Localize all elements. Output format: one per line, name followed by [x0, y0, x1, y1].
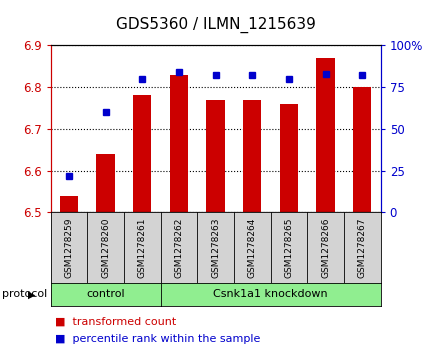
Text: GSM1278263: GSM1278263 — [211, 217, 220, 278]
Text: GSM1278264: GSM1278264 — [248, 217, 257, 278]
Text: GDS5360 / ILMN_1215639: GDS5360 / ILMN_1215639 — [116, 16, 315, 33]
Bar — [243, 100, 261, 212]
Text: GSM1278261: GSM1278261 — [138, 217, 147, 278]
Text: GSM1278259: GSM1278259 — [64, 217, 73, 278]
Text: GSM1278267: GSM1278267 — [358, 217, 367, 278]
Text: ■  transformed count: ■ transformed count — [55, 317, 176, 327]
Bar — [280, 104, 298, 212]
Text: Csnk1a1 knockdown: Csnk1a1 knockdown — [213, 289, 328, 299]
Text: ■  percentile rank within the sample: ■ percentile rank within the sample — [55, 334, 260, 344]
Bar — [316, 58, 335, 212]
Bar — [60, 196, 78, 212]
Bar — [133, 95, 151, 212]
Text: GSM1278266: GSM1278266 — [321, 217, 330, 278]
Text: protocol: protocol — [2, 289, 48, 299]
Text: ▶: ▶ — [28, 289, 36, 299]
Text: GSM1278262: GSM1278262 — [174, 217, 183, 278]
Bar — [206, 100, 225, 212]
Text: GSM1278260: GSM1278260 — [101, 217, 110, 278]
Text: control: control — [86, 289, 125, 299]
Bar — [170, 75, 188, 212]
Bar — [353, 87, 371, 212]
Text: GSM1278265: GSM1278265 — [284, 217, 293, 278]
Bar — [96, 154, 115, 212]
